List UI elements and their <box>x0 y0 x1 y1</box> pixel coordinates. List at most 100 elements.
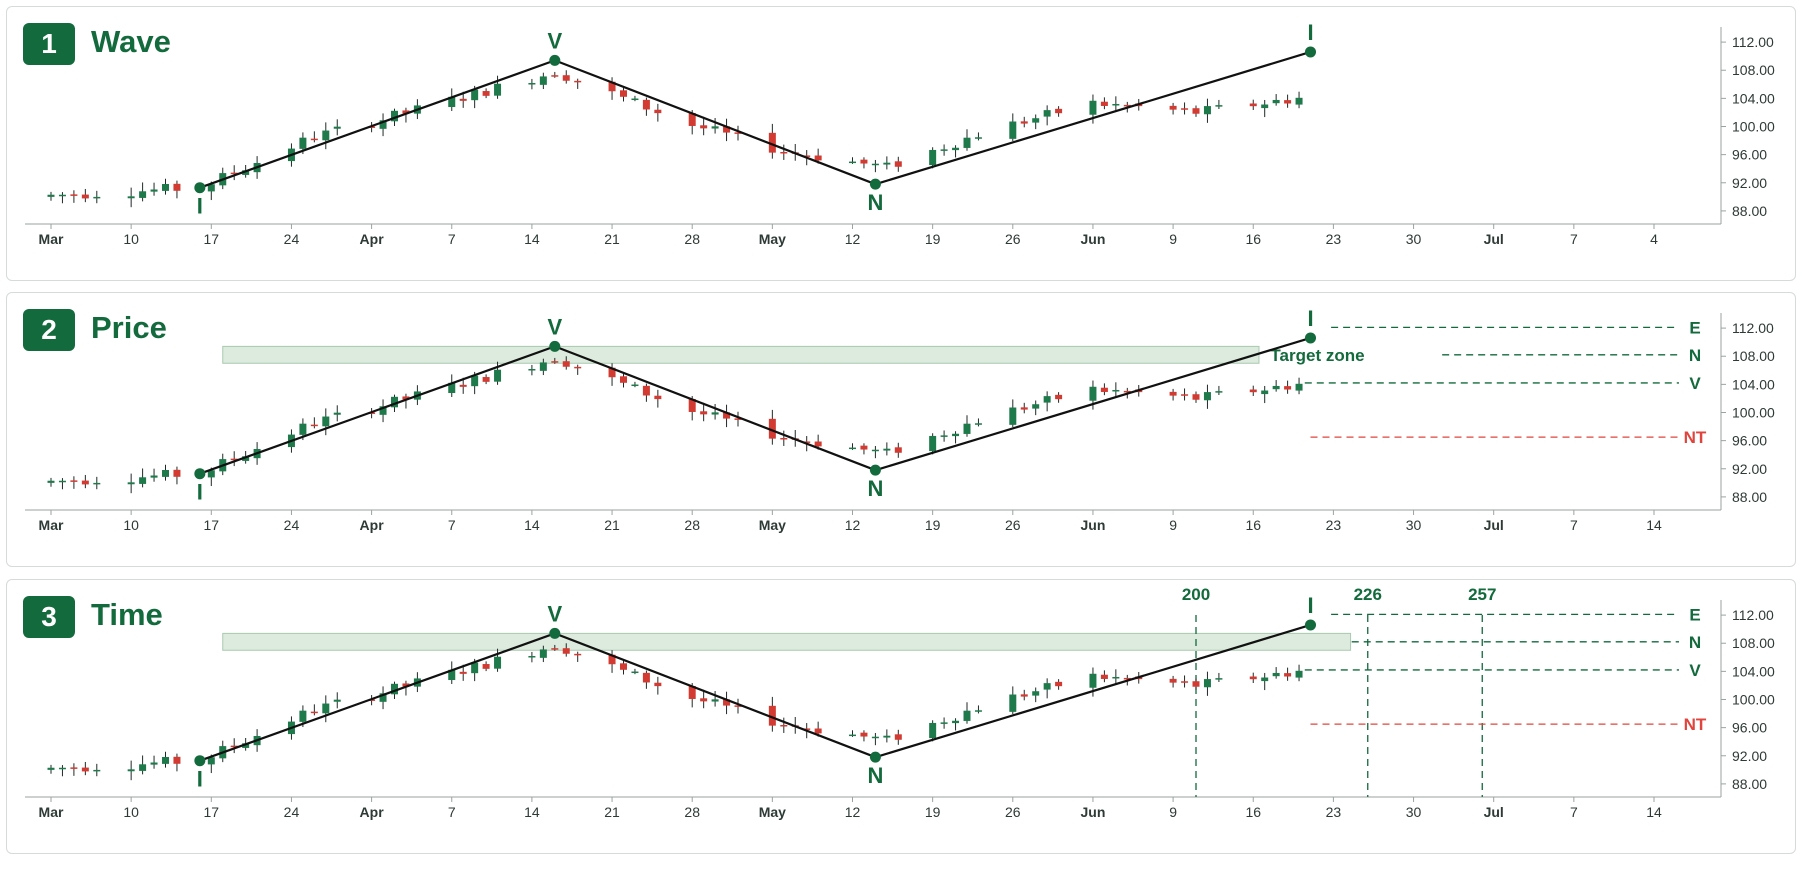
candle-body <box>333 699 341 702</box>
target-label-nt: NT <box>1684 428 1707 447</box>
candle-body <box>688 685 696 699</box>
candle-body <box>883 162 891 165</box>
candle-body <box>551 648 559 650</box>
candle-body <box>974 710 982 712</box>
candle-body <box>940 435 948 437</box>
x-tick-label: 30 <box>1406 804 1422 820</box>
y-tick-label: 96.00 <box>1732 720 1767 736</box>
x-tick-label: 10 <box>123 804 139 820</box>
x-tick-label: 10 <box>123 517 139 533</box>
candle-body <box>1203 679 1211 688</box>
target-label-n: N <box>1689 346 1701 365</box>
time-marker-label: 257 <box>1468 585 1496 604</box>
candle-body <box>1009 121 1017 139</box>
candle-body <box>631 384 639 387</box>
wave-pivot-i <box>1305 332 1316 344</box>
x-tick-label: 12 <box>845 517 861 533</box>
candle-body <box>528 656 536 658</box>
candle-body <box>402 683 410 687</box>
y-tick-label: 92.00 <box>1732 461 1767 477</box>
wave-label-v: V <box>547 28 562 53</box>
candle-body <box>70 767 78 769</box>
x-tick-label: 30 <box>1406 231 1422 247</box>
candle-body <box>333 126 341 129</box>
x-tick-label: Apr <box>360 231 385 247</box>
candle-body <box>654 395 662 400</box>
y-tick-label: 88.00 <box>1732 776 1767 792</box>
candle-body <box>929 722 937 739</box>
x-tick-label: Jul <box>1484 804 1504 820</box>
candle-body <box>482 664 490 669</box>
wave-pivot-i <box>194 755 206 767</box>
x-tick-label: 7 <box>448 231 456 247</box>
candle-body <box>459 671 467 674</box>
candle-body <box>871 449 879 452</box>
candle-body <box>391 683 398 695</box>
candle-body <box>58 480 66 483</box>
panel-number-badge: 1 <box>23 23 75 65</box>
candle-body <box>448 669 456 681</box>
candle-body <box>93 482 101 485</box>
candle-body <box>242 743 250 748</box>
y-tick-label: 100.00 <box>1732 692 1775 708</box>
x-tick-label: 17 <box>204 804 220 820</box>
candle-body <box>459 98 467 101</box>
price-panel: 2 Price 112.00 108.00 104.00 100.00 96.00 92.… <box>6 292 1796 567</box>
x-tick-label: Jul <box>1484 231 1504 247</box>
candle-body <box>723 126 731 133</box>
candle-body <box>139 764 147 771</box>
y-tick-label: 88.00 <box>1732 489 1767 505</box>
candle-body <box>894 734 902 740</box>
candle-body <box>391 396 398 408</box>
candle-body <box>242 170 250 175</box>
candle-body <box>631 98 639 101</box>
candle-body <box>974 137 982 139</box>
x-tick-label: 12 <box>845 804 861 820</box>
candle-body <box>1043 396 1051 403</box>
x-tick-label: 21 <box>604 517 620 533</box>
candle-body <box>333 412 341 415</box>
x-tick-label: 23 <box>1326 517 1342 533</box>
candle-body <box>1032 118 1040 123</box>
wave-label-i: I <box>1307 20 1313 45</box>
x-tick-label: 7 <box>448 517 456 533</box>
wave-label-i: I <box>1307 593 1313 618</box>
candle-body <box>608 654 616 665</box>
candle-body <box>1215 391 1223 393</box>
time-marker-label: 226 <box>1354 585 1382 604</box>
y-tick-label: 96.00 <box>1732 433 1767 449</box>
candle-body <box>1055 681 1063 687</box>
candle-body <box>310 711 318 714</box>
wave-pivot-v <box>549 627 561 639</box>
candle-body <box>803 441 811 443</box>
candle-body <box>230 458 238 461</box>
candle-body <box>780 724 788 727</box>
candle-body <box>814 728 822 734</box>
candle-body <box>139 477 147 484</box>
candle-body <box>58 767 66 770</box>
wave-pivot-i <box>194 182 206 194</box>
y-tick-label: 108.00 <box>1732 635 1775 651</box>
candle-body <box>929 149 937 166</box>
candle-body <box>81 480 89 485</box>
candle-body <box>299 423 307 435</box>
candle-body <box>391 110 398 122</box>
candle-body <box>379 693 387 702</box>
candle-body <box>1192 108 1200 114</box>
candle-body <box>631 671 639 674</box>
x-tick-label: 7 <box>1570 804 1578 820</box>
candle-body <box>734 132 742 134</box>
candle-body <box>860 159 868 164</box>
candle-body <box>734 418 742 420</box>
x-tick-label: 9 <box>1169 231 1177 247</box>
wave-label-v: V <box>547 601 562 626</box>
target-label-e: E <box>1689 318 1700 337</box>
x-tick-label: 10 <box>123 231 139 247</box>
candle-body <box>1284 100 1292 104</box>
candle-body <box>860 732 868 737</box>
x-tick-label: 12 <box>845 231 861 247</box>
candle-body <box>723 699 731 706</box>
wave-pivot-n <box>869 464 881 476</box>
candle-body <box>620 90 627 97</box>
candle-body <box>734 705 742 707</box>
